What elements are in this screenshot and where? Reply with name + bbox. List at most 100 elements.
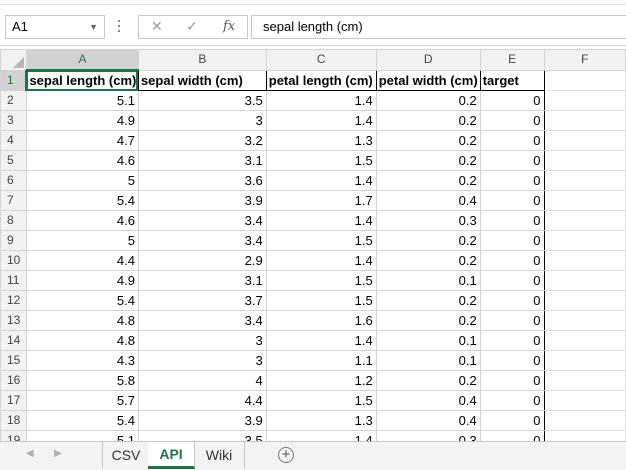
empty-cell[interactable] [543,230,626,251]
row-header[interactable]: 8 [0,210,27,231]
empty-cell[interactable] [543,170,626,191]
data-cell[interactable]: 3.1 [137,270,267,291]
data-cell[interactable]: 1.2 [265,370,377,391]
data-cell[interactable]: 5.4 [25,410,139,431]
data-cell[interactable]: 0.2 [375,150,481,171]
data-cell[interactable]: 0 [479,310,545,331]
data-cell[interactable]: 0.2 [375,290,481,311]
data-cell[interactable]: 0.2 [375,370,481,391]
row-header[interactable]: 9 [0,230,27,251]
header-cell[interactable]: petal length (cm) [265,69,377,91]
row-header[interactable]: 5 [0,150,27,171]
empty-cell[interactable] [543,290,626,311]
data-cell[interactable]: 4.3 [25,350,139,371]
chevron-down-icon[interactable]: ▼ [89,22,98,32]
data-cell[interactable]: 1.4 [265,210,377,231]
empty-cell[interactable] [543,390,626,411]
data-cell[interactable]: 5.1 [25,430,139,441]
data-cell[interactable]: 0.1 [375,330,481,351]
empty-cell[interactable] [543,110,626,131]
data-cell[interactable]: 1.5 [265,270,377,291]
data-cell[interactable]: 1.5 [265,390,377,411]
data-cell[interactable]: 0 [479,350,545,371]
header-cell[interactable]: sepal length (cm) [25,69,139,91]
data-cell[interactable]: 0.2 [375,250,481,271]
column-header-a[interactable]: A [25,49,139,71]
data-cell[interactable]: 3.9 [137,410,267,431]
data-cell[interactable]: 1.5 [265,230,377,251]
empty-cell[interactable] [543,270,626,291]
row-header[interactable]: 1 [0,69,28,91]
data-cell[interactable]: 4.4 [137,390,267,411]
data-cell[interactable]: 1.7 [265,190,377,211]
data-cell[interactable]: 0.4 [375,390,481,411]
empty-cell[interactable] [543,69,626,91]
empty-cell[interactable] [543,90,626,111]
row-header[interactable]: 13 [0,310,27,331]
data-cell[interactable]: 4.7 [25,130,139,151]
data-cell[interactable]: 5 [25,170,139,191]
data-cell[interactable]: 4.6 [25,210,139,231]
formula-input[interactable]: sepal length (cm) [251,15,626,39]
row-header[interactable]: 7 [0,190,27,211]
name-box[interactable]: A1 ▼ [5,15,105,39]
data-cell[interactable]: 1.4 [265,330,377,351]
data-cell[interactable]: 0 [479,250,545,271]
data-cell[interactable]: 3.2 [137,130,267,151]
data-cell[interactable]: 5.4 [25,190,139,211]
data-cell[interactable]: 0.3 [375,430,481,441]
data-cell[interactable]: 0.4 [375,410,481,431]
data-cell[interactable]: 1.4 [265,90,377,111]
data-cell[interactable]: 0 [479,270,545,291]
data-cell[interactable]: 3 [137,330,267,351]
column-header-e[interactable]: E [479,49,545,71]
data-cell[interactable]: 0.2 [375,230,481,251]
empty-cell[interactable] [543,410,626,431]
data-cell[interactable]: 4.9 [25,270,139,291]
data-cell[interactable]: 1.4 [265,430,377,441]
row-header[interactable]: 6 [0,170,27,191]
data-cell[interactable]: 1.1 [265,350,377,371]
data-cell[interactable]: 0 [479,190,545,211]
header-cell[interactable]: target [479,69,545,91]
empty-cell[interactable] [543,210,626,231]
column-header-d[interactable]: D [375,49,481,71]
data-cell[interactable]: 3.5 [137,430,267,441]
data-cell[interactable]: 5 [25,230,139,251]
data-cell[interactable]: 3.7 [137,290,267,311]
data-cell[interactable]: 0 [479,150,545,171]
close-icon[interactable]: ✕ [151,18,163,34]
data-cell[interactable]: 0.1 [375,350,481,371]
row-header[interactable]: 10 [0,250,27,271]
column-header-f[interactable]: F [543,49,626,71]
data-cell[interactable]: 3.5 [137,90,267,111]
empty-cell[interactable] [543,350,626,371]
arrow-right-icon[interactable]: ▶ [54,448,62,459]
data-cell[interactable]: 3.1 [137,150,267,171]
row-header[interactable]: 18 [0,410,27,431]
data-cell[interactable]: 0.2 [375,130,481,151]
empty-cell[interactable] [543,310,626,331]
header-cell[interactable]: petal width (cm) [375,69,481,91]
data-cell[interactable]: 0 [479,130,545,151]
data-cell[interactable]: 1.5 [265,290,377,311]
data-cell[interactable]: 0 [479,290,545,311]
data-cell[interactable]: 0.4 [375,190,481,211]
row-header[interactable]: 2 [0,90,27,111]
row-header[interactable]: 12 [0,290,27,311]
data-cell[interactable]: 4.8 [25,330,139,351]
data-cell[interactable]: 2.9 [137,250,267,271]
data-cell[interactable]: 3.4 [137,210,267,231]
data-cell[interactable]: 3 [137,350,267,371]
data-cell[interactable]: 4 [137,370,267,391]
data-cell[interactable]: 1.4 [265,170,377,191]
row-header[interactable]: 3 [0,110,27,131]
data-cell[interactable]: 5.1 [25,90,139,111]
row-header[interactable]: 14 [0,330,27,351]
empty-cell[interactable] [543,150,626,171]
arrow-left-icon[interactable]: ◀ [26,448,34,459]
empty-cell[interactable] [543,250,626,271]
data-cell[interactable]: 5.7 [25,390,139,411]
row-header[interactable]: 19 [0,430,27,441]
